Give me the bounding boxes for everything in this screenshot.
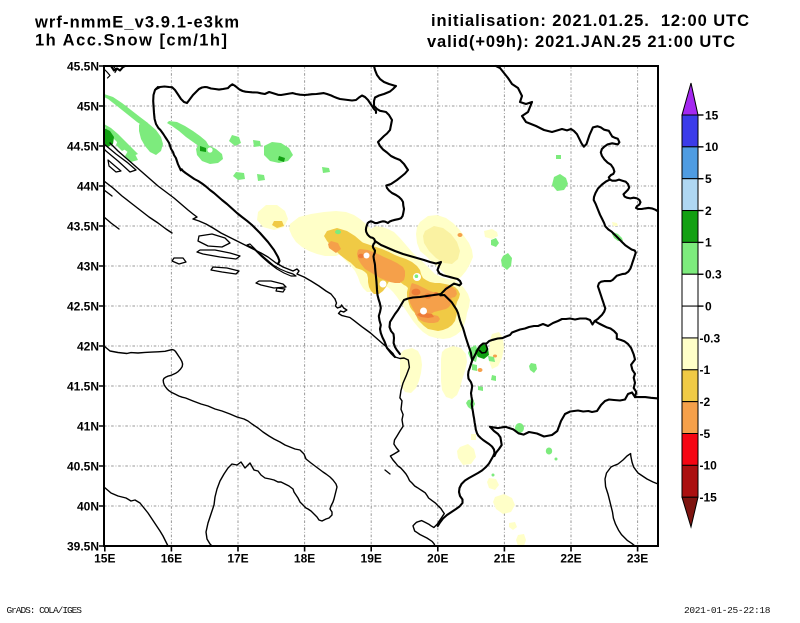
svg-text:initialisation: 2021.01.25. 1: initialisation: 2021.01.25. 12:00 UTC <box>431 12 749 30</box>
svg-text:42.5N: 42.5N <box>67 299 99 313</box>
svg-text:-5: -5 <box>700 427 711 441</box>
svg-text:41N: 41N <box>77 419 99 433</box>
svg-text:22E: 22E <box>560 552 581 566</box>
svg-text:0.3: 0.3 <box>705 268 722 282</box>
svg-text:39.5N: 39.5N <box>67 539 99 553</box>
svg-text:41.5N: 41.5N <box>67 379 99 393</box>
svg-text:-2: -2 <box>700 395 711 409</box>
svg-text:19E: 19E <box>361 552 382 566</box>
svg-text:43N: 43N <box>77 259 99 273</box>
svg-text:15E: 15E <box>94 552 115 566</box>
svg-text:44N: 44N <box>77 179 99 193</box>
svg-text:21E: 21E <box>494 552 515 566</box>
svg-text:-15: -15 <box>700 491 718 505</box>
svg-text:15: 15 <box>705 108 719 122</box>
svg-text:10: 10 <box>705 140 719 154</box>
svg-text:valid(+09h): 2021.JAN.25 21:00: valid(+09h): 2021.JAN.25 21:00 UTC <box>427 33 735 51</box>
svg-text:16E: 16E <box>161 552 182 566</box>
svg-text:2: 2 <box>705 204 712 218</box>
svg-text:40.5N: 40.5N <box>67 459 99 473</box>
svg-text:44.5N: 44.5N <box>67 139 99 153</box>
svg-text:20E: 20E <box>427 552 448 566</box>
svg-text:17E: 17E <box>227 552 248 566</box>
svg-text:1h Acc.Snow [cm/1h]: 1h Acc.Snow [cm/1h] <box>35 32 227 50</box>
svg-text:-0.3: -0.3 <box>700 331 721 345</box>
svg-text:1: 1 <box>705 236 712 250</box>
svg-text:5: 5 <box>705 172 712 186</box>
svg-text:-1: -1 <box>700 363 711 377</box>
svg-text:45N: 45N <box>77 99 99 113</box>
svg-text:0: 0 <box>705 299 712 313</box>
svg-text:18E: 18E <box>294 552 315 566</box>
svg-text:43.5N: 43.5N <box>67 219 99 233</box>
svg-text:42N: 42N <box>77 339 99 353</box>
svg-text:2021-01-25-22:18: 2021-01-25-22:18 <box>684 605 771 616</box>
svg-text:-10: -10 <box>700 459 718 473</box>
svg-text:23E: 23E <box>627 552 648 566</box>
svg-text:wrf-nmmE_v3.9.1-e3km: wrf-nmmE_v3.9.1-e3km <box>34 14 239 32</box>
svg-text:45.5N: 45.5N <box>67 59 99 73</box>
svg-text:GrADS: COLA/IGES: GrADS: COLA/IGES <box>7 605 83 616</box>
svg-text:40N: 40N <box>77 499 99 513</box>
